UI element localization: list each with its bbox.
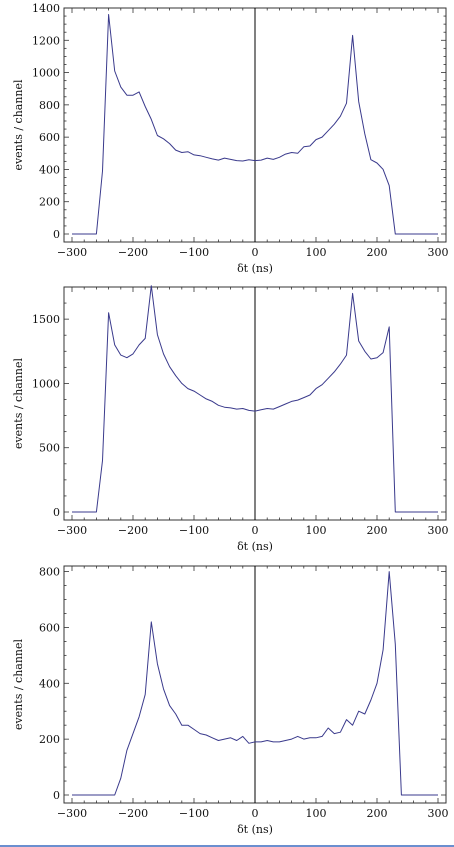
- chart-1-y-tick-label: 800: [39, 99, 60, 112]
- chart-3-x-axis-label: δt (ns): [237, 823, 273, 836]
- chart-3-y-axis-label: events / channel: [12, 638, 25, 730]
- chart-2-x-tick-label: −200: [118, 524, 148, 537]
- chart-1-x-tick-label: −100: [179, 246, 209, 259]
- chart-3-y-tick-label: 200: [39, 733, 60, 746]
- chart-3-x-tick-label: −100: [179, 807, 209, 820]
- chart-3-y-tick-label: 600: [39, 621, 60, 634]
- chart-3-y-tick-label: 400: [39, 677, 60, 690]
- chart-1-x-tick-label: −200: [118, 246, 148, 259]
- chart-1-y-tick-label: 200: [39, 196, 60, 209]
- chart-1-y-tick-label: 400: [39, 163, 60, 176]
- chart-3-x-tick-label: −200: [118, 807, 148, 820]
- chart-1-x-tick-label: 300: [428, 246, 449, 259]
- chart-3-x-tick-label: 200: [367, 807, 388, 820]
- chart-1-y-tick-label: 600: [39, 131, 60, 144]
- chart-2-y-tick-label: 500: [39, 442, 60, 455]
- chart-1-series-line: [72, 14, 438, 235]
- chart-3-x-tick-label: −300: [57, 807, 87, 820]
- chart-3-series-line: [72, 571, 438, 796]
- chart-1-y-tick-label: 0: [53, 228, 60, 241]
- chart-2-y-axis-label: events / channel: [12, 357, 25, 449]
- chart-3-x-tick-label: 100: [306, 807, 327, 820]
- chart-2-x-tick-label: −100: [179, 524, 209, 537]
- bottom-rule: [0, 845, 454, 847]
- chart-1-y-tick-label: 1400: [32, 2, 60, 15]
- chart-1-y-tick-label: 1000: [32, 67, 60, 80]
- chart-3-x-tick-label: 300: [428, 807, 449, 820]
- chart-2-y-tick-label: 1000: [32, 377, 60, 390]
- chart-2-x-tick-label: −300: [57, 524, 87, 537]
- chart-2-y-tick-label: 1500: [32, 313, 60, 326]
- chart-1-y-axis-label: events / channel: [12, 79, 25, 171]
- chart-2-x-tick-label: 0: [252, 524, 259, 537]
- chart-2-x-tick-label: 100: [306, 524, 327, 537]
- chart-1-x-tick-label: 200: [367, 246, 388, 259]
- chart-1-y-tick-label: 1200: [32, 34, 60, 47]
- chart-2-x-axis-label: δt (ns): [237, 540, 273, 553]
- chart-1-x-tick-label: −300: [57, 246, 87, 259]
- chart-2-x-tick-label: 200: [367, 524, 388, 537]
- chart-1-x-tick-label: 0: [252, 246, 259, 259]
- chart-2-y-tick-label: 0: [53, 506, 60, 519]
- chart-1-x-axis-label: δt (ns): [237, 262, 273, 275]
- chart-3-y-tick-label: 800: [39, 566, 60, 579]
- chart-3-y-tick-label: 0: [53, 789, 60, 802]
- chart-2-x-tick-label: 300: [428, 524, 449, 537]
- chart-2-series-line: [72, 285, 438, 513]
- chart-1-x-tick-label: 100: [306, 246, 327, 259]
- chart-3-x-tick-label: 0: [252, 807, 259, 820]
